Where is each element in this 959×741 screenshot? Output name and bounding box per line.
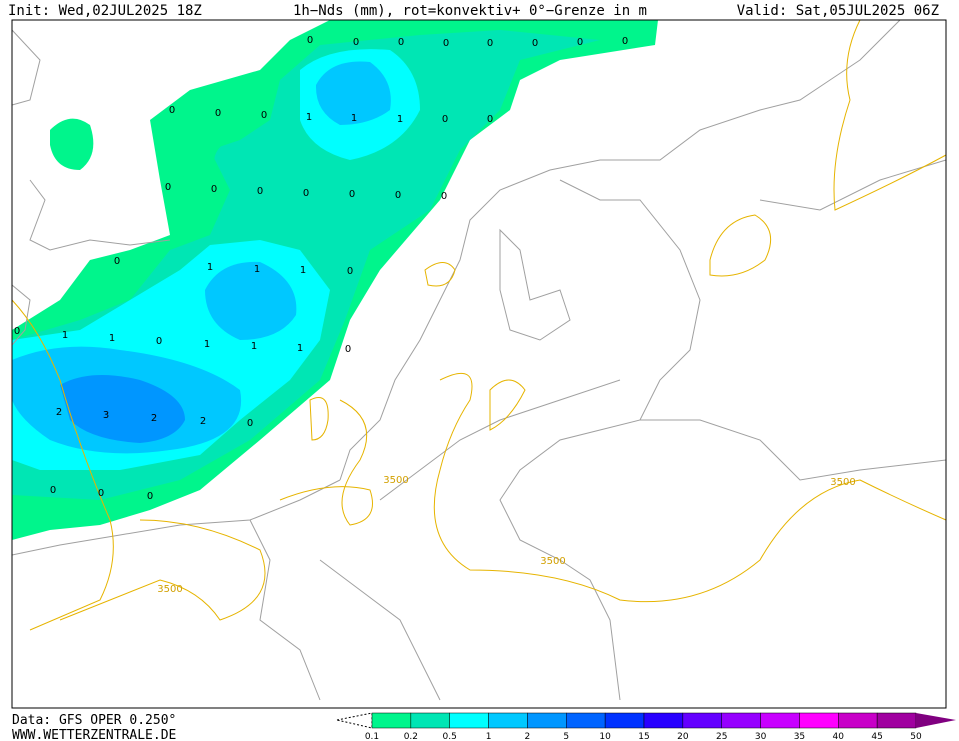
- grid-value: 1: [62, 330, 68, 341]
- grid-value: 0: [307, 35, 313, 46]
- legend-swatch: [604, 712, 645, 729]
- contour-label: 3500: [157, 584, 182, 595]
- legend-label: 10: [599, 732, 611, 741]
- grid-value: 0: [353, 37, 359, 48]
- grid-value: 1: [254, 264, 260, 275]
- legend-label: 45: [871, 732, 882, 741]
- grid-value: 1: [306, 112, 312, 123]
- grid-value: 0: [443, 38, 449, 49]
- grid-value: 0: [215, 108, 221, 119]
- legend-label: 0.5: [443, 732, 457, 741]
- legend-label: 20: [677, 732, 689, 741]
- grid-value: 0: [211, 184, 217, 195]
- grid-value: 0: [50, 485, 56, 496]
- grid-value: 0: [487, 38, 493, 49]
- init-time: Init: Wed,02JUL2025 18Z: [8, 3, 202, 19]
- grid-value: 0: [622, 36, 628, 47]
- legend-swatch: [488, 712, 528, 729]
- legend-swatch: [799, 712, 839, 729]
- grid-value: 0: [169, 105, 175, 116]
- grid-value: 2: [200, 416, 206, 427]
- grid-value: 1: [207, 262, 213, 273]
- grid-value: 1: [109, 333, 115, 344]
- grid-value: 1: [204, 339, 210, 350]
- legend-arrow-low: [336, 712, 373, 729]
- legend-swatch: [721, 712, 761, 729]
- data-source: Data: GFS OPER 0.250°: [12, 713, 176, 728]
- grid-value: 0: [395, 190, 401, 201]
- grid-value: 0: [347, 266, 353, 277]
- legend-label: 2: [525, 732, 531, 741]
- legend-swatch: [838, 712, 878, 729]
- grid-value: 1: [397, 114, 403, 125]
- grid-value: 0: [165, 182, 171, 193]
- grid-value: 0: [487, 114, 493, 125]
- grid-value: 0: [345, 344, 351, 355]
- legend-swatch: [760, 712, 800, 729]
- precip-areas: [12, 20, 658, 540]
- grid-value: 0: [257, 186, 263, 197]
- site-url: WWW.WETTERZENTRALE.DE: [12, 728, 176, 741]
- grid-value: 1: [300, 265, 306, 276]
- grid-value: 0: [441, 191, 447, 202]
- legend-label: 15: [638, 732, 649, 741]
- grid-value: 0: [398, 37, 404, 48]
- legend-swatch: [371, 712, 412, 729]
- legend-label: 50: [910, 732, 922, 741]
- grid-value: 0: [349, 189, 355, 200]
- grid-value: 0: [14, 326, 20, 337]
- legend-swatch: [682, 712, 722, 729]
- coastlines: [11, 19, 947, 701]
- contour-label: 3500: [830, 477, 855, 488]
- legend-arrow-high: [916, 713, 956, 728]
- grid-value: 0: [442, 114, 448, 125]
- legend-swatch: [527, 712, 567, 729]
- grid-value: 0: [156, 336, 162, 347]
- grid-value: 1: [251, 341, 257, 352]
- legend-swatch: [876, 712, 917, 729]
- contour-label: 3500: [383, 475, 408, 486]
- grid-value: 0: [532, 38, 538, 49]
- grid-value: 2: [151, 413, 157, 424]
- legend-label: 5: [563, 732, 569, 741]
- grid-value: 0: [247, 418, 253, 429]
- grid-value: 0: [98, 488, 104, 499]
- grid-value: 2: [56, 407, 62, 418]
- legend-swatch: [643, 712, 684, 729]
- grid-value: 1: [297, 343, 303, 354]
- legend-label: 25: [716, 732, 727, 741]
- legend-label: 40: [833, 732, 845, 741]
- grid-value: 0: [577, 37, 583, 48]
- valid-time: Valid: Sat,05JUL2025 06Z: [737, 3, 939, 19]
- legend: 0.1 0.2 0.5 1 2 5 10 15 20 25 30 35 40 45 50: [336, 712, 956, 741]
- legend-swatch: [566, 712, 606, 729]
- legend-label: 0.2: [404, 732, 418, 741]
- legend-label: 0.1: [365, 732, 379, 741]
- grid-value: 1: [351, 113, 357, 124]
- contour-label: 3500: [540, 556, 565, 567]
- map-title: 1h−Nds (mm), rot=konvektiv+ 0°−Grenze in…: [293, 3, 647, 19]
- grid-value: 3: [103, 410, 109, 421]
- grid-value: 0: [147, 491, 153, 502]
- legend-label: 35: [794, 732, 805, 741]
- grid-value: 0: [303, 188, 309, 199]
- grid-value: 0: [261, 110, 267, 121]
- grid-value: 0: [114, 256, 120, 267]
- grid-values: 0 0 0 0 0 0 0 0 0 0 0 1 1 1 0 0 0 0 0 0 0 0 0 0 1 1 1 0 0 1 1 0 1 1 1 0 2 3 2 2…: [14, 35, 856, 595]
- legend-label: 1: [486, 732, 492, 741]
- legend-swatch: [410, 712, 450, 729]
- legend-swatch: [449, 712, 489, 729]
- legend-label: 30: [755, 732, 767, 741]
- freezing-level-contours: [11, 19, 947, 631]
- map-frame: [11, 19, 947, 709]
